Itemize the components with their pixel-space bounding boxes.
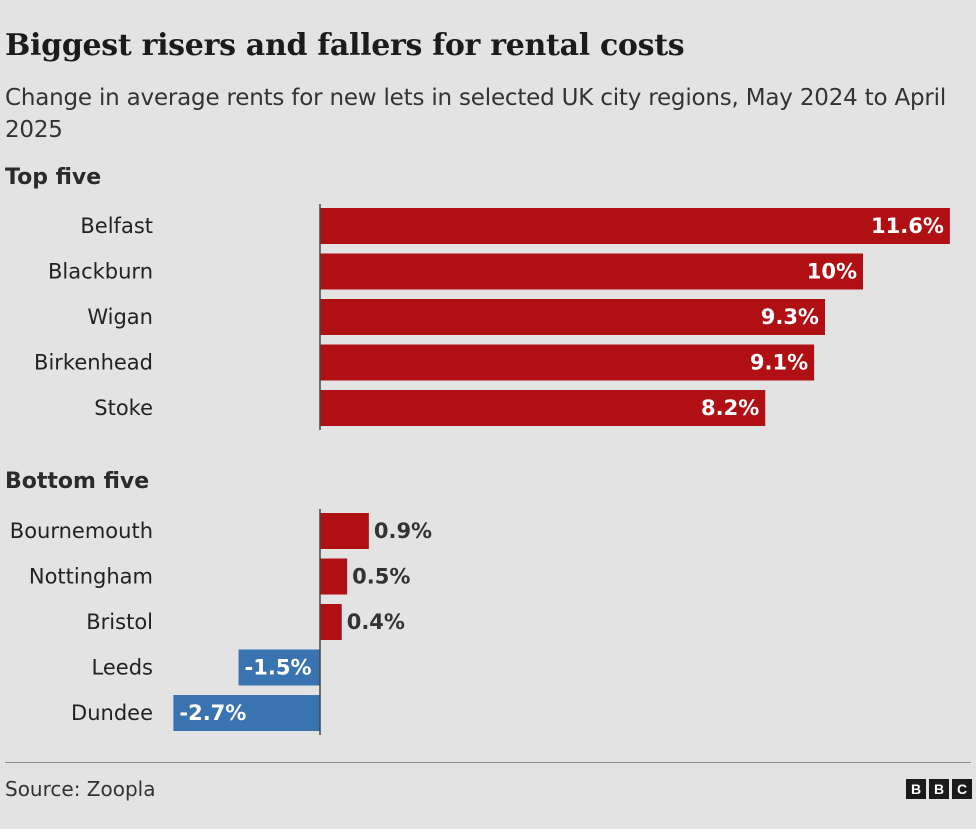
data-label: 10% [807,260,857,284]
data-label: 0.4% [347,610,405,634]
bar [320,299,825,335]
bar [320,208,950,244]
category-label: Wigan [87,305,153,329]
bar [320,513,369,549]
data-label: 9.1% [750,351,808,375]
category-label: Dundee [71,701,153,725]
bar [320,558,348,595]
data-label: 11.6% [871,214,944,238]
logo-letter: B [906,779,926,799]
category-label: Belfast [80,214,153,238]
category-label: Blackburn [48,260,153,284]
category-label: Stoke [94,396,153,420]
data-label: 0.5% [352,565,410,589]
chart-subtitle: Change in average rents for new lets in … [5,85,947,143]
bar [320,390,766,426]
logo-letter: C [952,779,972,799]
bar [320,344,815,381]
category-label: Nottingham [29,565,153,589]
bar [320,604,342,640]
data-label: 0.9% [374,519,432,543]
source-note: Source: Zoopla [5,777,156,801]
logo-letter: B [929,779,949,799]
category-label: Birkenhead [34,351,153,375]
bar [173,695,320,731]
data-label: -1.5% [245,656,312,680]
category-label: Bristol [86,610,153,634]
bar-chart: Belfast 11.6% Blackburn 10% Wigan 9.3% Birkenh… [10,204,950,735]
data-label: 9.3% [761,305,819,329]
category-label: Bournemouth [10,519,153,543]
section-label-top: Top five [5,165,102,190]
chart-title: Biggest risers and fallers for rental co… [5,28,685,63]
data-label: 8.2% [701,396,759,420]
data-label: -2.7% [179,701,246,725]
bbc-logo: B B C [906,779,972,799]
section-label-bottom: Bottom five [5,469,150,494]
bar [238,649,320,686]
bar [320,253,863,290]
category-label: Leeds [92,656,153,680]
footer-divider [5,762,971,763]
